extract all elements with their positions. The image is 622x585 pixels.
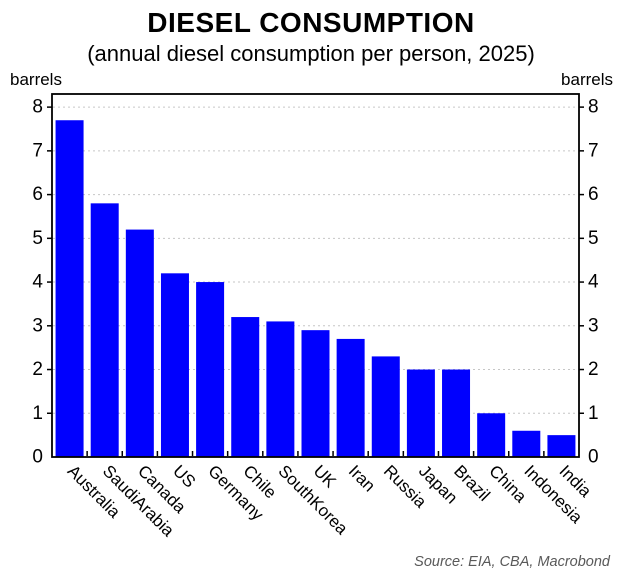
y-axis-unit-label-right: barrels <box>561 70 613 89</box>
bar-saudiarabia <box>90 203 119 457</box>
y-tick-label-left-4: 4 <box>32 272 43 293</box>
source-attribution: Source: EIA, CBA, Macrobond <box>414 554 610 570</box>
y-tick-label-left-0: 0 <box>32 447 43 468</box>
bar-us <box>160 273 189 457</box>
bar-russia <box>371 356 400 457</box>
bar-chile <box>231 317 260 457</box>
y-tick-label-right-7: 7 <box>588 140 599 161</box>
y-tick-label-right-6: 6 <box>588 184 599 205</box>
x-category-label-china: China <box>485 461 530 506</box>
bar-germany <box>196 282 225 457</box>
bar-australia <box>55 120 84 457</box>
bar-japan <box>406 369 435 457</box>
y-tick-label-left-8: 8 <box>32 97 43 118</box>
y-tick-label-left-5: 5 <box>32 228 43 249</box>
plot-frame <box>51 93 580 458</box>
y-tick-label-left-1: 1 <box>32 403 43 424</box>
bar-brazil <box>442 369 471 457</box>
y-tick-label-right-0: 0 <box>588 447 599 468</box>
y-tick-label-right-5: 5 <box>588 228 599 249</box>
chart-title: DIESEL CONSUMPTION <box>147 7 475 38</box>
bar-indonesia <box>512 430 541 457</box>
bar-iran <box>336 338 365 457</box>
y-tick-label-right-3: 3 <box>588 315 599 336</box>
bar-china <box>477 413 506 457</box>
y-axis-unit-label-left: barrels <box>10 70 62 89</box>
y-tick-label-right-1: 1 <box>588 403 599 424</box>
y-tick-label-right-4: 4 <box>588 272 599 293</box>
y-tick-label-right-2: 2 <box>588 359 599 380</box>
bar-canada <box>125 229 154 457</box>
chart-subtitle: (annual diesel consumption per person, 2… <box>87 41 535 66</box>
y-tick-label-left-2: 2 <box>32 359 43 380</box>
y-tick-label-left-7: 7 <box>32 140 43 161</box>
bar-india <box>547 435 576 457</box>
x-category-label-iran: Iran <box>345 461 379 495</box>
bar-uk <box>301 330 330 457</box>
y-tick-label-right-8: 8 <box>588 97 599 118</box>
bar-southkorea <box>266 321 295 457</box>
y-tick-label-left-3: 3 <box>32 315 43 336</box>
y-tick-label-left-6: 6 <box>32 184 43 205</box>
